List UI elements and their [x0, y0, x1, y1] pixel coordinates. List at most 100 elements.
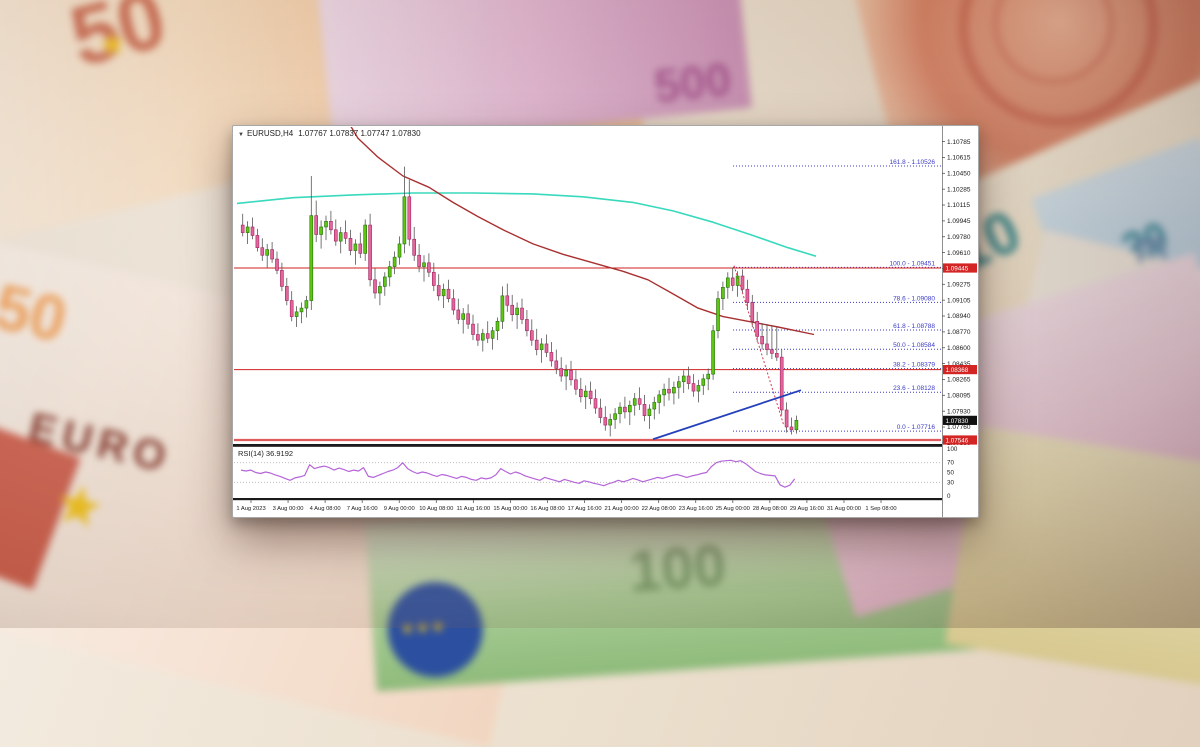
time-axis-label: 16 Aug 08:00	[530, 506, 564, 512]
bull-candle	[696, 385, 701, 392]
bull-candle	[539, 343, 544, 350]
bull-candle	[735, 275, 740, 286]
bear-candle	[432, 271, 436, 286]
time-axis-label: 3 Aug 00:00	[273, 506, 304, 512]
pane-separator[interactable]	[233, 444, 942, 447]
time-axis-label: 21 Aug 00:00	[605, 506, 639, 512]
price-axis-label: 1.10115	[947, 202, 970, 209]
price-axis-label: 1.10285	[947, 186, 971, 193]
chart-symbol-timeframe: EURUSD,H4	[246, 129, 294, 138]
bear-candle	[623, 406, 627, 413]
price-badge	[943, 415, 977, 425]
price-badge-value: 1.08368	[946, 367, 969, 374]
bear-candle	[456, 309, 461, 320]
bull-candle	[378, 286, 382, 294]
bear-candle	[284, 286, 289, 301]
bear-candle	[593, 398, 598, 409]
price-badge	[943, 365, 977, 375]
bear-candle	[740, 275, 745, 290]
price-badge-value: 1.09445	[946, 265, 969, 272]
bull-candle	[716, 298, 720, 332]
bull-candle	[353, 243, 358, 251]
bear-candle	[598, 407, 603, 418]
bear-candle	[779, 356, 784, 411]
bull-candle	[706, 373, 711, 380]
time-axis-label: 1 Sep 08:00	[865, 506, 896, 512]
bear-candle	[407, 196, 412, 240]
bear-candle	[667, 388, 671, 394]
bear-candle	[275, 258, 279, 271]
rsi-indicator-label: RSI(14) 36.9192	[238, 449, 294, 458]
bear-candle	[774, 353, 779, 358]
bear-candle	[373, 279, 377, 294]
bull-candle	[392, 256, 397, 267]
chart-canvas[interactable]: 161.8 - 1.10526 100.0 - 1.09451 78.6 - 1.0…	[233, 126, 978, 517]
rsi-scale-label: 50	[947, 470, 954, 477]
bear-candle	[348, 237, 353, 251]
bull-candle	[383, 276, 387, 287]
bear-candle	[255, 235, 260, 249]
bull-candle	[461, 313, 465, 320]
collapse-arrow-icon[interactable]: ▼	[238, 132, 244, 138]
bear-candle	[603, 417, 608, 426]
time-axis-label: 11 Aug 16:00	[456, 506, 490, 512]
bear-candle	[476, 334, 480, 341]
bear-candle	[549, 352, 554, 362]
bull-candle	[363, 224, 367, 254]
bear-candle	[314, 215, 318, 235]
bear-candle	[343, 232, 348, 239]
bull-candle	[495, 321, 500, 332]
bear-candle	[789, 426, 794, 431]
bull-candle	[422, 262, 426, 267]
bear-candle	[329, 221, 333, 231]
time-axis-label: 15 Aug 00:00	[493, 506, 527, 512]
bear-candle	[691, 383, 696, 392]
bear-candle	[574, 379, 578, 390]
bull-candle	[652, 402, 657, 410]
price-axis-label: 1.08940	[947, 313, 971, 320]
bear-candle	[358, 243, 363, 254]
price-axis-label: 1.08435	[947, 361, 971, 368]
rsi-pane[interactable]	[234, 459, 941, 488]
fib-level-label: 0.0 - 1.07716	[897, 424, 936, 431]
bear-candle	[250, 226, 255, 236]
bull-candle	[627, 404, 632, 413]
pane-separator[interactable]	[233, 498, 942, 501]
main-pane[interactable]: 161.8 - 1.10526 100.0 - 1.09451 78.6 - 1.0…	[234, 126, 941, 442]
bull-candle	[309, 215, 314, 301]
price-scale[interactable]: 1.10785 1.10615 1.10450 1.10285 1.10115 1.099…	[942, 126, 977, 517]
bear-candle	[427, 262, 431, 273]
bear-candle	[637, 398, 642, 405]
bull-candle	[265, 249, 270, 256]
price-axis-label: 1.08770	[947, 329, 971, 336]
bear-candle	[559, 368, 564, 377]
bear-candle	[289, 300, 294, 317]
time-axis-label: 7 Aug 16:00	[347, 506, 378, 512]
time-scale[interactable]: 1 Aug 2023 3 Aug 00:00 4 Aug 08:00 7 Aug 16…	[236, 500, 897, 512]
mt4-chart-window[interactable]: ▼ EURUSD,H4 1.07767 1.07837 1.07747 1.0783…	[232, 125, 979, 518]
price-axis-label: 1.09945	[947, 218, 971, 225]
bear-candle	[784, 409, 789, 428]
bull-candle	[294, 311, 299, 317]
bear-candle	[730, 277, 735, 286]
bear-candle	[485, 333, 490, 339]
time-axis-label: 1 Aug 2023	[236, 506, 265, 512]
ascending-trendline[interactable]	[652, 389, 802, 441]
bear-candle	[260, 247, 265, 256]
price-badge-value: 1.07830	[946, 418, 969, 425]
bear-candle	[505, 295, 510, 306]
bull-candle	[608, 419, 613, 426]
time-axis-label: 25 Aug 00:00	[716, 506, 750, 512]
price-axis-label: 1.07930	[947, 408, 971, 415]
bull-candle	[481, 333, 485, 341]
bull-candle	[794, 420, 799, 431]
bear-candle	[554, 360, 559, 369]
bull-candle	[245, 226, 250, 233]
bear-candle	[471, 323, 475, 335]
price-axis-label: 1.08600	[947, 345, 971, 352]
ma-flat-teal	[236, 192, 817, 257]
price-axis-label: 1.10450	[947, 171, 971, 178]
fib-level-label: 100.0 - 1.09451	[889, 260, 935, 267]
bear-candle	[745, 288, 750, 303]
chart-title: ▼ EURUSD,H4 1.07767 1.07837 1.07747 1.0783…	[238, 129, 421, 138]
